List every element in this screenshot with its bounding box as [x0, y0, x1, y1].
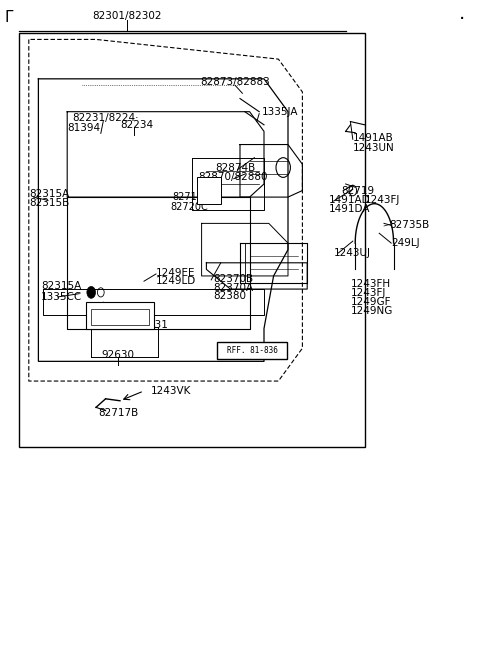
Text: 1243FH: 1243FH [350, 279, 391, 289]
Text: RFF. 81-836: RFF. 81-836 [227, 346, 277, 355]
Text: 82370A: 82370A [214, 283, 254, 293]
Text: 82315A: 82315A [29, 189, 69, 199]
Bar [86, 302, 154, 328]
Text: 82380: 82380 [214, 291, 247, 302]
Text: 1335JA: 1335JA [262, 106, 298, 117]
Text: 1243FJ: 1243FJ [365, 194, 400, 205]
Text: 1243FJ: 1243FJ [350, 288, 386, 298]
Text: 82870/82880: 82870/82880 [198, 172, 267, 183]
Text: 82717B: 82717B [98, 407, 139, 418]
Text: 82710C: 82710C [173, 192, 210, 202]
Text: 1491DA: 1491DA [329, 204, 370, 214]
Text: 18645C 92631: 18645C 92631 [91, 320, 168, 330]
Text: 82315A: 82315A [41, 281, 81, 291]
Text: 1249LD: 1249LD [156, 276, 196, 286]
Text: 1249GF: 1249GF [350, 297, 391, 307]
Text: 82234: 82234 [120, 120, 154, 130]
Circle shape [87, 286, 96, 298]
Text: 81394: 81394 [67, 123, 101, 133]
Text: 82719: 82719 [341, 185, 374, 196]
Text: 1491AD: 1491AD [329, 194, 371, 205]
FancyBboxPatch shape [217, 342, 287, 359]
Text: 92630: 92630 [101, 350, 134, 360]
Text: ·: · [459, 10, 466, 29]
Bar [19, 33, 365, 447]
Text: 82735B: 82735B [389, 219, 429, 230]
Bar [91, 309, 149, 325]
Text: 82873/82883: 82873/82883 [200, 77, 270, 87]
Text: 1491AB: 1491AB [353, 133, 394, 143]
Text: 82231/8224·: 82231/8224· [72, 113, 139, 124]
Text: 1241BF: 1241BF [101, 311, 140, 322]
Text: Γ: Γ [5, 10, 13, 25]
Text: 1249NG: 1249NG [350, 306, 393, 317]
Text: 1335CC: 1335CC [41, 292, 82, 302]
Text: 82874B: 82874B [215, 162, 255, 173]
Text: 1243VK: 1243VK [151, 386, 192, 396]
Text: 249LJ: 249LJ [391, 238, 420, 248]
Text: 82370B: 82370B [214, 273, 254, 284]
Text: 1243UJ: 1243UJ [334, 248, 371, 258]
Bar [197, 177, 221, 204]
Text: 1243UN: 1243UN [353, 143, 395, 153]
Text: 82315B: 82315B [29, 198, 69, 208]
Text: 82301/82302: 82301/82302 [93, 11, 162, 22]
Text: 82720C: 82720C [170, 202, 208, 212]
Text: 1249EE: 1249EE [156, 267, 195, 278]
